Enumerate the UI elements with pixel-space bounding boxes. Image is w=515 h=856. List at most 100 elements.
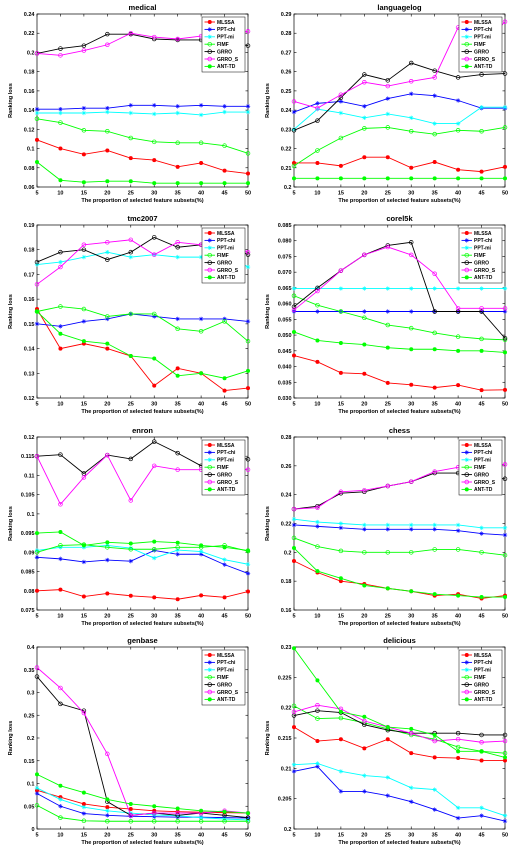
data-point bbox=[409, 527, 414, 532]
x-tick-label: 45 bbox=[478, 833, 484, 839]
x-tick-label: 45 bbox=[221, 402, 227, 408]
data-point bbox=[385, 309, 390, 314]
legend-label: MLSSA bbox=[474, 231, 492, 237]
legend-marker bbox=[464, 674, 470, 680]
x-tick-label: 50 bbox=[502, 191, 508, 197]
series-line bbox=[36, 667, 249, 816]
series-line bbox=[36, 161, 248, 184]
data-point bbox=[58, 529, 63, 534]
series-FIMF bbox=[34, 116, 251, 156]
legend-marker bbox=[464, 49, 470, 54]
data-point bbox=[81, 559, 87, 565]
legend-marker bbox=[207, 27, 212, 32]
data-point bbox=[34, 803, 40, 808]
legend-marker bbox=[207, 667, 212, 672]
data-point bbox=[315, 118, 320, 123]
series-FIMF bbox=[291, 535, 508, 558]
data-point bbox=[338, 110, 344, 116]
series-line bbox=[36, 308, 249, 392]
data-point bbox=[128, 558, 133, 564]
data-point bbox=[198, 112, 204, 118]
data-point bbox=[479, 306, 484, 311]
legend-label: PPT-mi bbox=[217, 668, 235, 674]
data-point bbox=[362, 522, 367, 528]
x-axis-label: The proportion of selected feature subse… bbox=[338, 621, 460, 627]
legend-marker bbox=[207, 457, 212, 462]
data-point bbox=[338, 737, 343, 742]
series-line bbox=[293, 726, 505, 761]
legend-marker bbox=[464, 56, 470, 62]
legend-marker bbox=[464, 19, 469, 24]
data-point bbox=[128, 541, 133, 546]
x-tick-label: 25 bbox=[128, 833, 134, 839]
data-point bbox=[362, 488, 367, 493]
data-point bbox=[291, 703, 297, 709]
legend-marker bbox=[207, 231, 212, 236]
data-point bbox=[105, 540, 110, 545]
data-point bbox=[455, 75, 461, 80]
data-point bbox=[105, 813, 110, 818]
data-point bbox=[408, 730, 414, 736]
data-point bbox=[81, 790, 86, 795]
x-tick-label: 20 bbox=[361, 402, 367, 408]
data-point bbox=[315, 106, 320, 112]
series-line bbox=[37, 111, 248, 116]
data-point bbox=[245, 467, 251, 472]
data-point bbox=[175, 813, 180, 819]
y-tick-label: 0.3 bbox=[27, 691, 35, 697]
data-point bbox=[362, 342, 367, 347]
data-point bbox=[315, 285, 320, 291]
data-point bbox=[502, 532, 508, 538]
data-point bbox=[432, 68, 437, 73]
data-point bbox=[34, 259, 40, 265]
data-point bbox=[34, 282, 40, 287]
y-tick-label: 0.085 bbox=[21, 570, 35, 576]
data-point bbox=[128, 237, 134, 243]
data-point bbox=[81, 43, 87, 48]
data-point bbox=[338, 525, 344, 531]
data-point bbox=[175, 545, 180, 550]
data-point bbox=[58, 804, 63, 809]
legend-marker bbox=[207, 49, 213, 54]
legend-marker bbox=[207, 252, 213, 258]
data-point bbox=[409, 751, 414, 756]
series-line bbox=[36, 311, 249, 379]
data-point bbox=[315, 286, 320, 291]
data-point bbox=[338, 576, 343, 581]
y-tick-label: 0.18 bbox=[24, 248, 35, 254]
data-point bbox=[432, 176, 437, 181]
legend-marker bbox=[464, 267, 470, 273]
y-tick-label: 0.22 bbox=[281, 706, 292, 712]
data-point bbox=[338, 95, 344, 100]
data-point bbox=[409, 785, 414, 790]
data-point bbox=[34, 137, 39, 142]
data-point bbox=[222, 316, 227, 322]
data-point bbox=[385, 244, 391, 250]
legend-label: PPT-chi bbox=[474, 238, 493, 244]
x-tick-label: 10 bbox=[57, 402, 63, 408]
y-tick-label: 0.18 bbox=[281, 579, 292, 585]
y-tick-label: 0.060 bbox=[278, 302, 292, 308]
data-point bbox=[291, 128, 297, 133]
data-point bbox=[315, 338, 320, 343]
series-line bbox=[36, 544, 249, 565]
data-point bbox=[81, 804, 87, 810]
data-point bbox=[245, 29, 251, 34]
data-point bbox=[385, 345, 390, 350]
data-point bbox=[455, 815, 461, 821]
series-line bbox=[293, 547, 505, 598]
legend-label: PPT-mi bbox=[217, 35, 235, 41]
series-MLSSA bbox=[291, 353, 507, 393]
legend-marker bbox=[464, 652, 469, 657]
data-point bbox=[198, 329, 204, 334]
data-point bbox=[128, 110, 133, 116]
data-point bbox=[432, 309, 437, 314]
data-point bbox=[502, 71, 508, 76]
data-point bbox=[152, 181, 157, 186]
data-point bbox=[58, 797, 63, 802]
data-point bbox=[291, 769, 297, 774]
data-point bbox=[408, 60, 414, 66]
series-line bbox=[293, 355, 506, 391]
y-tick-label: 0.23 bbox=[281, 127, 292, 133]
data-point bbox=[81, 818, 87, 824]
